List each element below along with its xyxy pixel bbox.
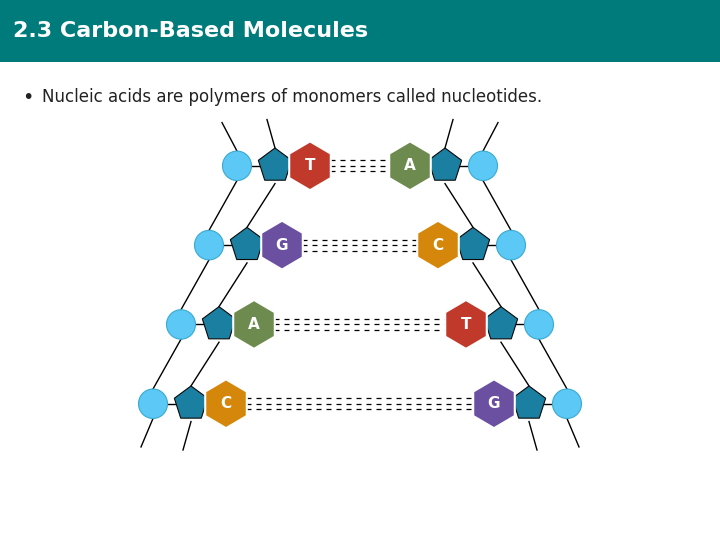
Circle shape bbox=[552, 389, 582, 419]
Text: 2.3 Carbon-Based Molecules: 2.3 Carbon-Based Molecules bbox=[13, 21, 368, 41]
Polygon shape bbox=[174, 386, 207, 418]
Circle shape bbox=[524, 310, 554, 339]
Polygon shape bbox=[390, 141, 431, 190]
Text: C: C bbox=[433, 238, 444, 253]
Text: G: G bbox=[487, 396, 500, 411]
Polygon shape bbox=[258, 148, 292, 180]
Text: Nucleic acids are polymers of monomers called nucleotides.: Nucleic acids are polymers of monomers c… bbox=[42, 87, 542, 105]
Polygon shape bbox=[456, 227, 490, 260]
Polygon shape bbox=[202, 307, 235, 339]
Polygon shape bbox=[205, 379, 247, 428]
Polygon shape bbox=[230, 227, 264, 260]
Circle shape bbox=[138, 389, 168, 419]
Circle shape bbox=[222, 151, 251, 180]
Polygon shape bbox=[513, 386, 546, 418]
Polygon shape bbox=[261, 221, 303, 269]
Text: G: G bbox=[276, 238, 288, 253]
Polygon shape bbox=[445, 300, 487, 349]
Polygon shape bbox=[289, 141, 330, 190]
Text: A: A bbox=[404, 158, 416, 173]
Polygon shape bbox=[428, 148, 462, 180]
Text: •: • bbox=[22, 87, 33, 106]
Polygon shape bbox=[473, 379, 515, 428]
Polygon shape bbox=[417, 221, 459, 269]
Text: A: A bbox=[248, 317, 260, 332]
Polygon shape bbox=[485, 307, 518, 339]
Text: T: T bbox=[461, 317, 472, 332]
Circle shape bbox=[469, 151, 498, 180]
Circle shape bbox=[194, 231, 223, 260]
Polygon shape bbox=[233, 300, 275, 349]
Circle shape bbox=[497, 231, 526, 260]
Text: T: T bbox=[305, 158, 315, 173]
Circle shape bbox=[166, 310, 196, 339]
Text: C: C bbox=[220, 396, 232, 411]
